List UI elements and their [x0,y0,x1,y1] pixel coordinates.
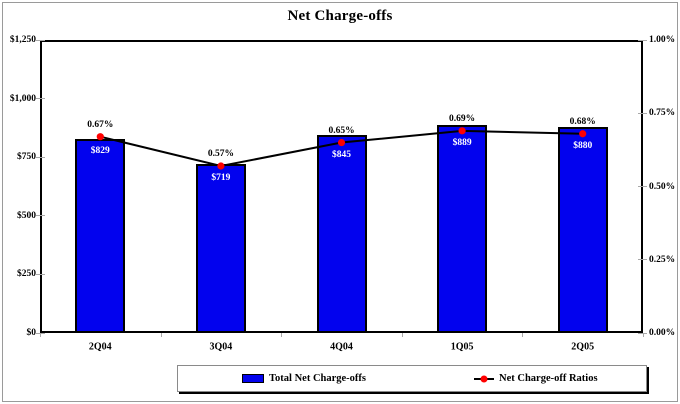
legend: Total Net Charge-offs Net Charge-off Rat… [177,365,647,392]
bar-value-label: $829 [90,145,110,156]
legend-label-net-charge-off-ratios: Net Charge-off Ratios [499,373,598,384]
bar-2Q05 [557,126,608,333]
x-axis-category-label: 2Q05 [571,341,595,353]
line-series-marker-icon [474,375,494,382]
left-axis-tick [36,98,45,100]
left-axis-tick [36,215,45,217]
right-axis-tick [638,259,647,261]
bar-series-swatch-icon [242,374,264,383]
x-axis-tick [160,333,162,337]
right-axis-tick-label: 0.50% [649,181,676,192]
right-axis-tick-label: 1.00% [649,35,676,45]
legend-item-net-charge-off-ratios: Net Charge-off Ratios [474,366,598,391]
x-axis-tick [643,333,644,337]
right-axis-tick-label: 0.25% [649,254,676,265]
ratio-point-4Q04 [337,138,346,147]
left-axis-tick-label: $750 [17,152,36,163]
x-axis-category-label: 1Q05 [450,341,474,353]
legend-item-total-net-charge-offs: Total Net Charge-offs [242,366,366,391]
left-axis-tick-label: $500 [17,210,36,221]
bar-value-label: $889 [452,137,472,148]
legend-label-total-net-charge-offs: Total Net Charge-offs [269,373,367,384]
ratio-value-label: 0.67% [87,119,114,130]
left-axis-tick-label: $250 [17,269,36,280]
x-axis-tick [40,333,41,337]
line-series-dot-icon [480,375,488,382]
x-axis-category-label: 2Q04 [88,341,112,353]
ratio-line-layer [96,127,587,170]
right-axis-tick [638,186,647,187]
ratio-point-2Q04 [96,133,104,141]
right-axis-tick [638,39,647,41]
right-axis-tick-label: 0.00% [649,328,676,338]
ratio-line [100,129,583,168]
x-axis-tick [401,333,403,337]
x-axis-category-label: 4Q04 [330,341,353,353]
bar-4Q04 [316,134,367,333]
x-axis-tick [281,333,283,337]
chart-title: Net Charge-offs [287,8,393,24]
ratio-point-2Q05 [579,130,587,138]
x-axis-category-label: 3Q04 [209,341,233,353]
ratio-point-3Q04 [217,162,225,170]
ratio-value-label: 0.57% [207,148,234,159]
bar-value-label: $845 [332,149,351,160]
right-axis-tick [638,332,647,334]
ratio-value-label: 0.65% [328,125,355,136]
left-axis-tick-label: $0 [26,328,37,338]
left-axis-tick-label: $1,000 [9,93,36,104]
left-axis-tick-label: $1,250 [9,35,36,45]
bar-value-label: $880 [573,140,593,151]
bar-1Q05 [437,124,488,333]
ratio-point-1Q05 [458,127,466,135]
ratio-value-label: 0.68% [569,116,596,127]
ratio-value-label: 0.69% [449,113,476,124]
left-axis-tick [36,273,45,275]
right-axis-tick [638,112,647,114]
bar-3Q04 [195,164,246,333]
right-axis-tick-label: 0.75% [649,108,676,119]
left-axis-tick [36,156,45,158]
left-axis-tick [36,39,45,41]
bar-value-label: $719 [211,172,231,183]
x-axis-tick [522,333,524,337]
